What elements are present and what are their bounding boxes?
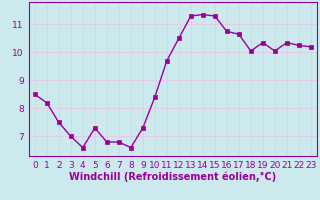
- X-axis label: Windchill (Refroidissement éolien,°C): Windchill (Refroidissement éolien,°C): [69, 171, 276, 182]
